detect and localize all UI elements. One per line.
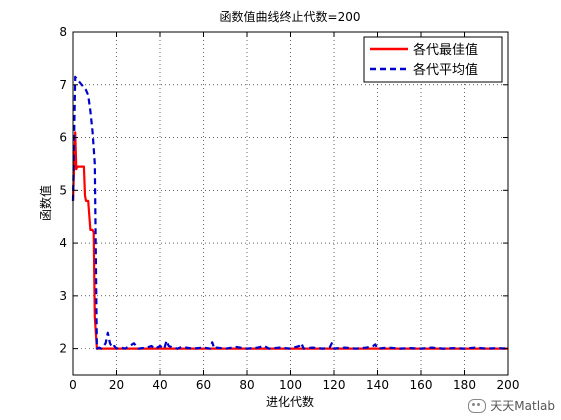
y-tick-label: 7 <box>59 78 67 92</box>
x-tick-label: 120 <box>323 378 346 392</box>
y-tick-label: 2 <box>59 342 67 356</box>
series-line-average <box>71 75 509 350</box>
watermark-text: 天天Matlab <box>490 399 555 413</box>
x-tick-label: 180 <box>453 378 476 392</box>
y-axis-label: 函数值 <box>38 185 53 221</box>
chart-title: 函数值曲线终止代数=200 <box>220 9 361 24</box>
legend-label-average: 各代平均值 <box>413 62 478 78</box>
x-tick-label: 60 <box>196 378 211 392</box>
x-tick-label: 80 <box>239 378 254 392</box>
legend-label-best: 各代最佳值 <box>413 42 478 58</box>
x-tick-label: 20 <box>109 378 124 392</box>
watermark: 天天Matlab <box>468 397 555 414</box>
y-tick-label: 6 <box>59 131 67 145</box>
x-tick-label: 40 <box>152 378 167 392</box>
x-tick-label: 100 <box>279 378 302 392</box>
series-layer <box>71 75 509 350</box>
x-tick-label: 0 <box>69 378 77 392</box>
series-line-best <box>71 131 508 350</box>
ticks: 0 20 40 60 80 100 120 140 160 180 200 2 3 4 5 6 7 8 <box>59 25 519 392</box>
legend-box <box>363 36 503 83</box>
x-axis-label: 进化代数 <box>266 394 314 409</box>
wechat-icon <box>468 398 487 413</box>
legend: 各代最佳值 各代平均值 <box>363 36 503 83</box>
x-tick-label: 140 <box>366 378 389 392</box>
y-tick-label: 3 <box>59 289 67 303</box>
x-tick-label: 160 <box>410 378 433 392</box>
plot-area <box>73 32 508 375</box>
y-tick-label: 5 <box>59 183 67 197</box>
x-tick-label: 200 <box>497 378 520 392</box>
y-tick-label: 8 <box>59 25 67 39</box>
y-tick-label: 4 <box>59 236 67 250</box>
